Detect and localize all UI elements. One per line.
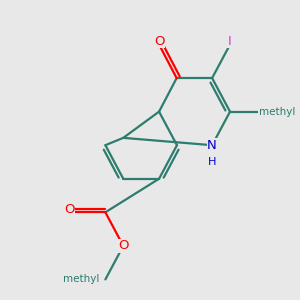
Text: O: O xyxy=(64,202,75,216)
Text: I: I xyxy=(228,35,232,48)
Text: H: H xyxy=(208,157,216,167)
Text: N: N xyxy=(207,139,217,152)
Text: O: O xyxy=(118,239,128,252)
Text: methyl: methyl xyxy=(259,106,295,117)
Text: O: O xyxy=(154,35,164,48)
Text: methyl: methyl xyxy=(63,274,99,284)
